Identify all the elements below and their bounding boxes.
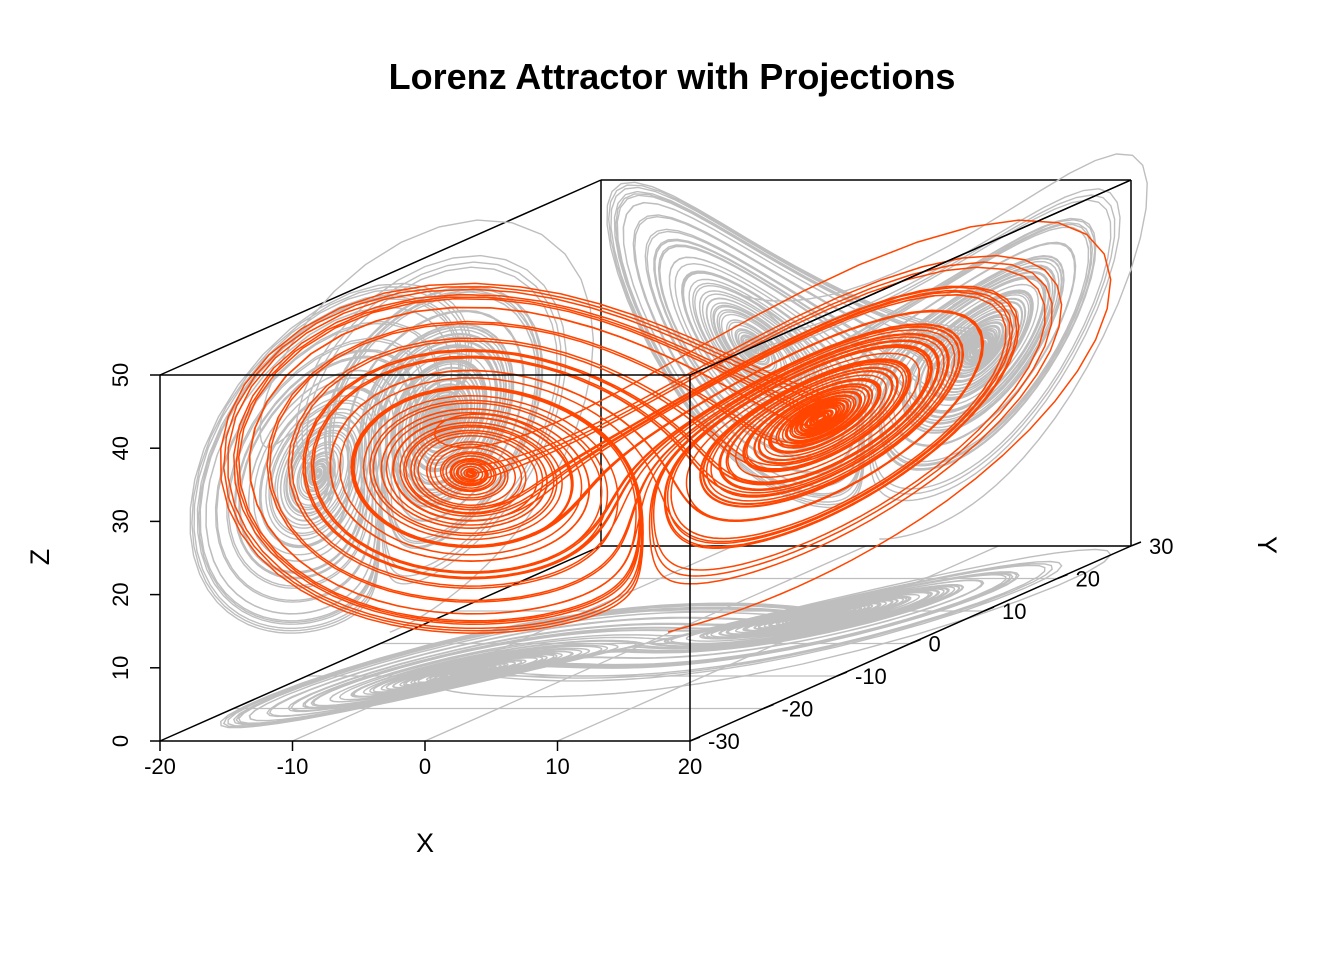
z-tick-label: 0: [108, 735, 133, 747]
z-tick-label: 30: [108, 509, 133, 533]
y-tick: [910, 638, 921, 645]
x-axis-label: X: [416, 828, 434, 858]
y-axis-label: Y: [1252, 536, 1282, 554]
y-tick-label: -10: [855, 664, 887, 689]
box-edge: [159, 179, 602, 376]
y-tick: [836, 671, 848, 677]
x-tick-label: 20: [678, 754, 702, 779]
y-tick-label: -30: [708, 729, 740, 754]
y-tick: [689, 736, 701, 742]
z-tick-label: 40: [108, 436, 133, 460]
axis-ticks: -20 -10 0 10 20 0 10 20 30 40 50 -30 -20 -10 0 10 20 30: [108, 363, 1174, 779]
z-axis-label: Z: [25, 549, 55, 566]
y-tick-label: 0: [929, 631, 941, 656]
x-tick-label: 0: [419, 754, 431, 779]
x-tick-label: -10: [277, 754, 309, 779]
z-tick-label: 10: [108, 656, 133, 680]
z-tick-label: 50: [108, 363, 133, 387]
y-tick: [983, 606, 995, 612]
y-tick-label: 10: [1002, 599, 1026, 624]
y-tick-label: -20: [782, 696, 814, 721]
box-edge: [689, 179, 1132, 376]
y-tick: [1130, 541, 1142, 547]
y-tick: [1057, 573, 1068, 580]
z-tick-label: 20: [108, 582, 133, 606]
projections: [189, 153, 1148, 729]
trajectory: [220, 219, 1112, 634]
y-tick-label: 20: [1076, 566, 1100, 591]
y-tick-label: 30: [1149, 534, 1173, 559]
trajectory-series: [220, 219, 1112, 634]
x-tick-label: 10: [545, 754, 569, 779]
box-edge: [159, 545, 602, 742]
chart-title: Lorenz Attractor with Projections: [388, 56, 956, 97]
xy-projection-series: [220, 548, 1112, 729]
x-tick-label: -20: [144, 754, 176, 779]
y-tick: [763, 703, 774, 710]
